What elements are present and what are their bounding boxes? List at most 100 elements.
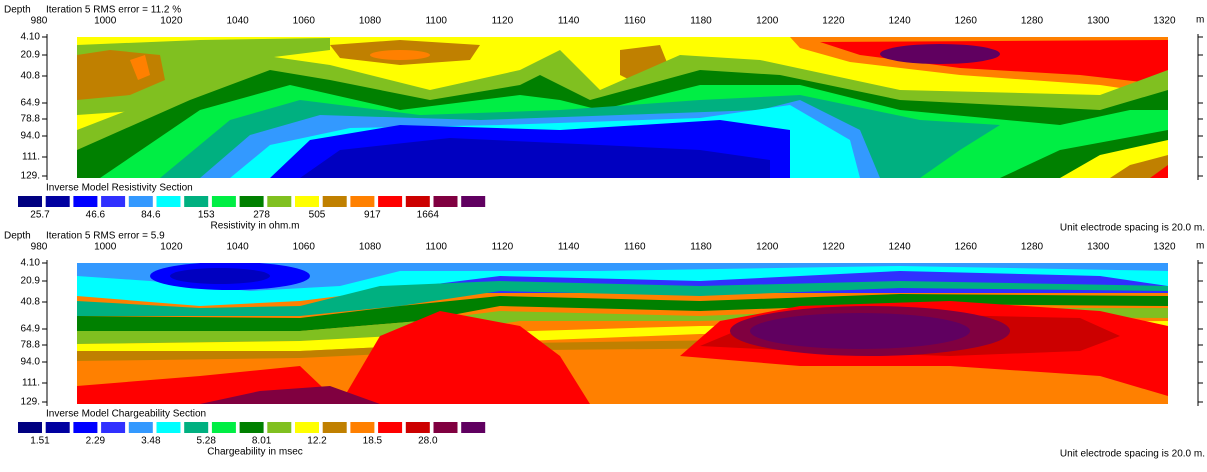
depth-tick-label: 40.8 — [21, 71, 41, 82]
x-tick-label: 1160 — [624, 16, 646, 27]
x-tick-label: 1200 — [756, 16, 779, 27]
section-title: Inverse Model Resistivity Section — [46, 183, 193, 194]
x-tick-label: 1320 — [1153, 16, 1176, 27]
legend-swatch — [322, 196, 347, 207]
x-tick-label: 1000 — [94, 16, 117, 27]
x-tick-label: 1140 — [558, 242, 580, 253]
legend-label: 5.28 — [196, 436, 216, 447]
x-tick-label: 1060 — [293, 16, 316, 27]
legend-label: 2.29 — [86, 436, 106, 447]
x-unit: m — [1196, 15, 1204, 26]
depth-tick-label: 111. — [22, 152, 40, 163]
legend-swatch — [461, 196, 486, 207]
legend-swatch — [156, 196, 181, 207]
legend-label: 84.6 — [141, 210, 161, 221]
contour-fill — [77, 37, 1168, 178]
legend-swatch — [405, 196, 430, 207]
x-tick-label: 1000 — [94, 242, 117, 253]
legend-swatch — [295, 422, 319, 433]
x-tick-label: 1120 — [492, 16, 514, 27]
legend-swatch — [378, 422, 403, 433]
legend-label: 18.5 — [363, 436, 383, 447]
legend-swatch — [45, 422, 70, 433]
x-tick-label: 1020 — [160, 16, 183, 27]
legend-caption: Resistivity in ohm.m — [211, 221, 300, 232]
legend-swatch — [18, 196, 42, 207]
legend-swatch — [433, 422, 458, 433]
depth-tick-label: 40.8 — [21, 297, 41, 308]
x-tick-label: 1320 — [1153, 242, 1176, 253]
x-tick-label: 1160 — [624, 242, 646, 253]
x-tick-label: 1040 — [226, 242, 249, 253]
legend-swatch — [184, 196, 209, 207]
legend-label: 505 — [309, 210, 326, 221]
spacing-note: Unit electrode spacing is 20.0 m. — [1060, 223, 1205, 234]
x-tick-label: 1240 — [888, 16, 911, 27]
legend-label: 153 — [198, 210, 215, 221]
depth-tick-label: 94.0 — [21, 357, 41, 368]
chargeability-section: Depth Iteration 5 RMS error = 5.9 m 980 1000… — [4, 231, 1205, 460]
x-tick-label: 1100 — [425, 16, 447, 27]
legend-swatch — [378, 196, 403, 207]
depth-tick-label: 94.0 — [21, 131, 41, 142]
legend-swatch — [267, 422, 292, 433]
section-title: Inverse Model Chargeability Section — [46, 409, 206, 420]
depth-tick-label: 20.9 — [21, 50, 41, 61]
x-tick-label: 1260 — [955, 16, 978, 27]
depth-header: Depth — [4, 5, 31, 16]
legend-swatch — [73, 196, 98, 207]
legend-swatch — [156, 422, 181, 433]
x-tick-label: 980 — [31, 16, 48, 27]
x-tick-label: 1300 — [1087, 16, 1110, 27]
x-tick-label: 1180 — [690, 16, 712, 27]
legend-swatch — [239, 422, 264, 433]
contour-fill — [77, 263, 1168, 404]
x-tick-label: 1040 — [226, 16, 249, 27]
legend-label: 12.2 — [307, 436, 327, 447]
legend-swatch — [18, 422, 42, 433]
legend-label: 28.0 — [418, 436, 438, 447]
legend-swatch — [45, 196, 70, 207]
depth-tick-label: 111. — [22, 378, 40, 389]
x-tick-label: 1300 — [1087, 242, 1110, 253]
x-tick-label: 1140 — [558, 16, 580, 27]
x-tick-label: 1220 — [822, 16, 845, 27]
legend-swatch — [461, 422, 486, 433]
x-tick-label: 1280 — [1021, 16, 1044, 27]
legend-swatch — [267, 196, 292, 207]
x-tick-label: 1080 — [359, 16, 382, 27]
legend-swatch — [322, 422, 347, 433]
x-tick-label: 1180 — [690, 242, 712, 253]
legend-label: 3.48 — [141, 436, 161, 447]
depth-header: Depth — [4, 231, 31, 242]
legend-swatch — [211, 422, 236, 433]
legend-caption: Chargeability in msec — [207, 447, 303, 458]
depth-tick-label: 20.9 — [21, 276, 41, 287]
legend-swatch — [101, 422, 126, 433]
x-tick-label: 1240 — [888, 242, 911, 253]
x-tick-label: 980 — [31, 242, 48, 253]
legend-swatch — [73, 422, 98, 433]
depth-tick-label: 78.8 — [21, 114, 41, 125]
x-tick-label: 1080 — [359, 242, 382, 253]
depth-tick-label: 4.10 — [21, 32, 41, 43]
x-tick-label: 1260 — [955, 242, 978, 253]
depth-tick-label: 64.9 — [21, 98, 41, 109]
iteration-label: Iteration 5 RMS error = 11.2 % — [46, 5, 181, 16]
x-tick-label: 1060 — [293, 242, 316, 253]
legend-swatch — [350, 422, 375, 433]
depth-tick-label: 64.9 — [21, 324, 41, 335]
depth-tick-label: 4.10 — [21, 258, 41, 269]
x-tick-label: 1220 — [822, 242, 845, 253]
legend-label: 1.51 — [30, 436, 50, 447]
iteration-label: Iteration 5 RMS error = 5.9 — [46, 231, 165, 242]
x-tick-label: 1100 — [425, 242, 447, 253]
legend-swatch — [211, 196, 236, 207]
depth-tick-label: 78.8 — [21, 340, 41, 351]
legend-swatch — [101, 196, 126, 207]
x-tick-label: 1020 — [160, 242, 183, 253]
legend-label: 917 — [364, 210, 381, 221]
legend-swatch — [405, 422, 430, 433]
x-tick-label: 1280 — [1021, 242, 1044, 253]
